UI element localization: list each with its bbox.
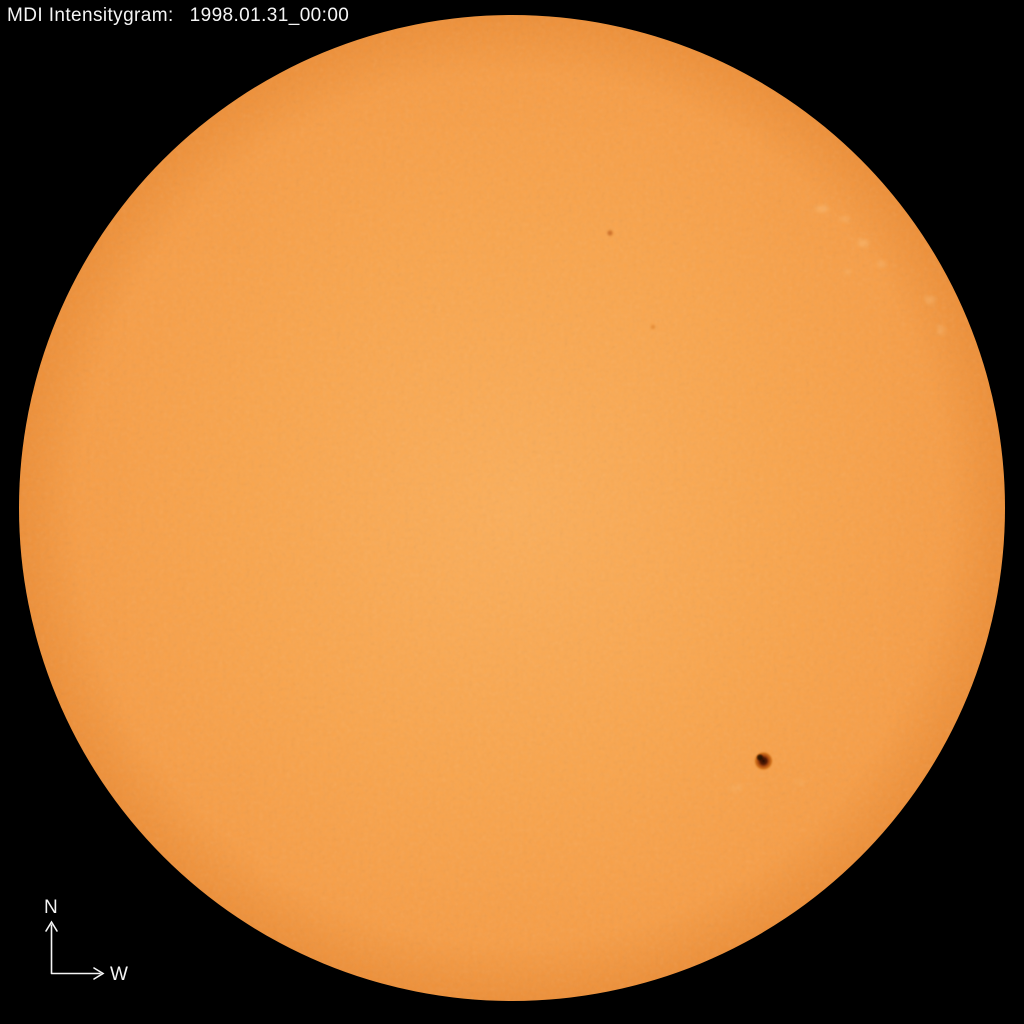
facula-patch: [876, 261, 886, 267]
instrument-label: MDI Intensitygram:: [7, 5, 174, 26]
facula-patch: [840, 216, 850, 222]
facula-patch: [844, 269, 852, 275]
compass-north-arrowhead: [45, 920, 58, 932]
sunspot-pore-small: [607, 230, 613, 236]
facula-patch: [857, 239, 869, 247]
facula-patch: [794, 779, 806, 785]
sunspot-penumbra: [753, 750, 774, 772]
sunspot-large: [753, 750, 774, 772]
orientation-compass: N W: [44, 897, 128, 985]
faculae-region: [728, 206, 945, 791]
facula-patch: [728, 785, 744, 791]
compass-west-arrowhead: [93, 967, 105, 980]
observation-timestamp: 1998.01.31_00:00: [189, 5, 350, 26]
facula-patch: [937, 325, 945, 335]
facula-patch: [925, 296, 935, 304]
compass-axes: [50, 924, 101, 975]
facula-patch: [815, 206, 829, 212]
image-caption: MDI Intensitygram: 1998.01.31_00:00: [7, 5, 349, 27]
compass-north-label: N: [44, 897, 58, 918]
compass-west-label: W: [110, 964, 128, 985]
sunspot-pore-faint: [650, 324, 656, 330]
sunspot-umbra-kernel: [757, 754, 763, 761]
